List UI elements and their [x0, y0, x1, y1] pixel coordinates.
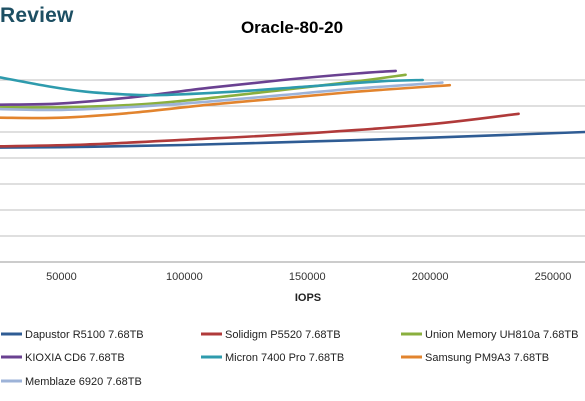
brand-logo-text: Review	[0, 4, 74, 27]
series-line-1	[0, 130, 585, 149]
legend-label: Union Memory UH810a 7.68TB	[425, 329, 578, 341]
series-lines	[0, 69, 585, 149]
legend-label: Memblaze 6920 7.68TB	[25, 376, 142, 388]
legend-label: Dapustor R5100 7.68TB	[25, 329, 144, 341]
x-tick-label: 150000	[289, 271, 326, 283]
series-line-5	[0, 76, 425, 97]
legend: Dapustor R5100 7.68TB Solidigm P5520 7.68…	[1, 329, 578, 388]
series-line-6	[0, 83, 452, 120]
chart-title: Oracle-80-20	[241, 18, 343, 37]
x-axis-label: IOPS	[295, 292, 321, 304]
legend-label: Micron 7400 Pro 7.68TB	[225, 352, 344, 364]
x-tick-labels: 50000 100000 150000 200000 250000	[46, 271, 571, 283]
series-line-7	[0, 81, 444, 112]
legend-label: Samsung PM9A3 7.68TB	[425, 352, 549, 364]
legend-label: Solidigm P5520 7.68TB	[225, 329, 341, 341]
legend-label: KIOXIA CD6 7.68TB	[25, 352, 125, 364]
x-tick-label: 50000	[46, 271, 77, 283]
series-line-4	[0, 69, 397, 106]
x-tick-label: 200000	[412, 271, 449, 283]
x-tick-label: 250000	[535, 271, 572, 283]
x-tick-label: 100000	[166, 271, 203, 283]
series-line-2	[0, 112, 520, 148]
series-line-3	[0, 73, 407, 109]
gridlines	[0, 79, 585, 263]
